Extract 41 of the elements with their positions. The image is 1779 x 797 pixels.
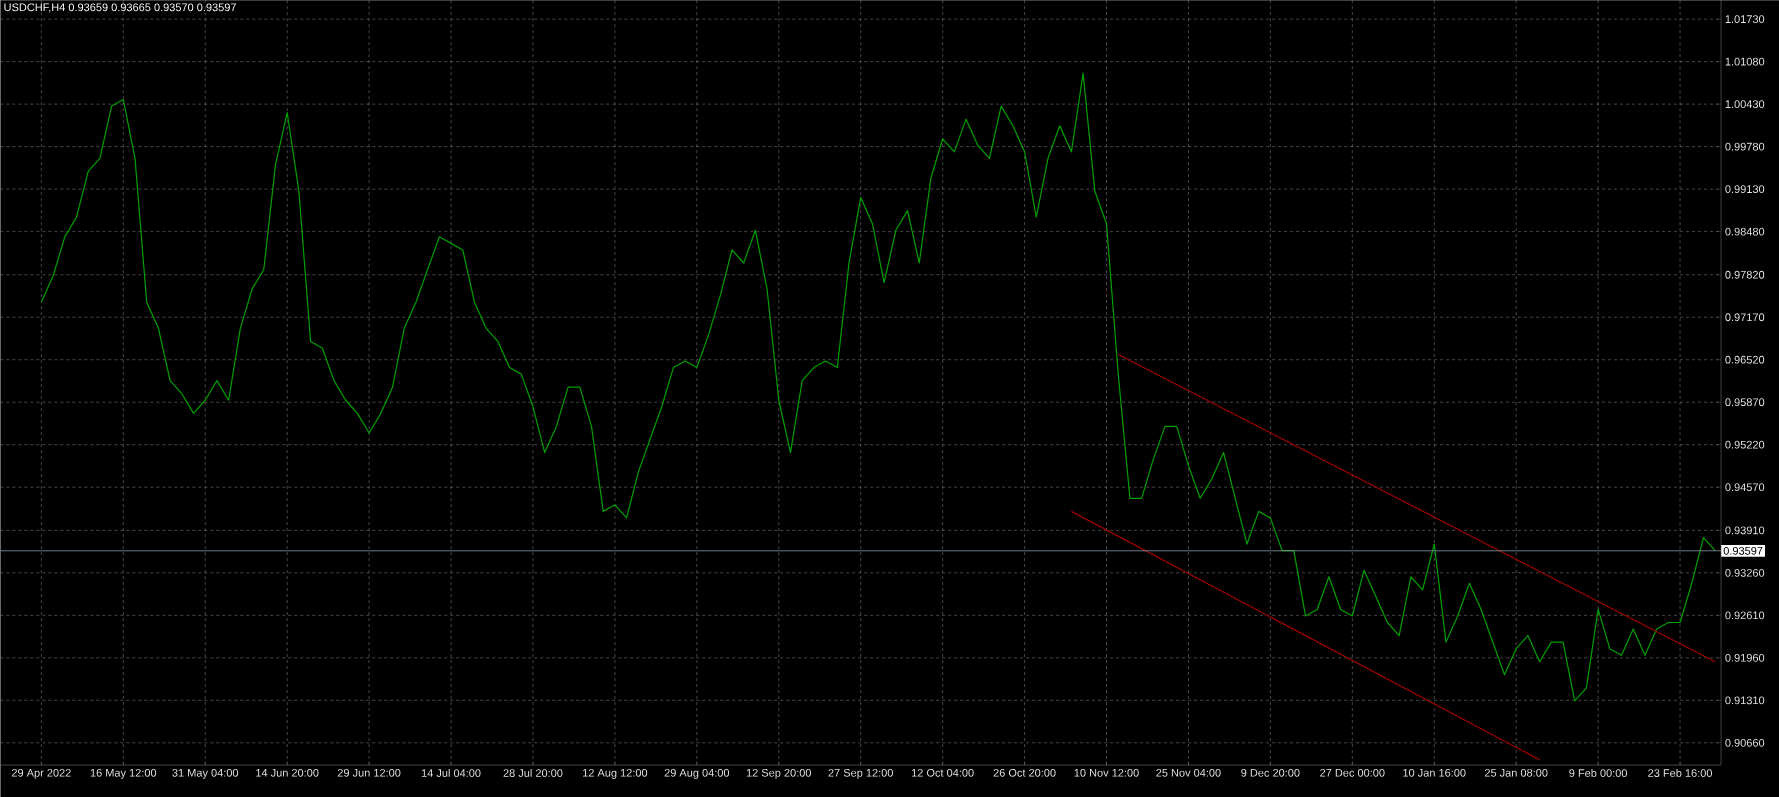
y-tick-label: 1.01080 [1725, 57, 1765, 66]
y-tick-label: 0.95220 [1725, 440, 1765, 449]
x-tick-label: 14 Jul 04:00 [421, 768, 481, 777]
y-tick-label: 1.00430 [1725, 100, 1765, 109]
y-tick-label: 1.01730 [1725, 15, 1765, 24]
y-tick-label: 0.95870 [1725, 398, 1765, 407]
chart-title: USDCHF,H4 0.93659 0.93665 0.93570 0.93597 [4, 3, 236, 13]
x-tick-label: 9 Feb 00:00 [1569, 768, 1628, 777]
y-tick-label: 0.93260 [1725, 568, 1765, 577]
x-tick-label: 28 Jul 20:00 [503, 768, 563, 777]
x-tick-label: 16 May 12:00 [90, 768, 157, 779]
x-tick-label: 10 Nov 12:00 [1074, 768, 1139, 777]
x-tick-label: 14 Jun 20:00 [256, 768, 319, 777]
y-tick-label: 0.98480 [1725, 227, 1765, 236]
y-tick-label: 0.91960 [1725, 653, 1765, 662]
x-tick-label: 23 Feb 16:00 [1648, 768, 1713, 777]
x-tick-label: 29 Aug 04:00 [664, 768, 730, 779]
y-tick-label: 0.99780 [1725, 142, 1765, 151]
x-tick-label: 27 Sep 12:00 [828, 768, 893, 779]
y-tick-label: 0.90660 [1725, 738, 1765, 747]
x-tick-label: 12 Oct 04:00 [912, 768, 974, 777]
y-tick-label: 0.94570 [1725, 483, 1765, 492]
y-tick-label: 0.96520 [1725, 355, 1765, 364]
x-tick-label: 10 Jan 16:00 [1403, 768, 1466, 777]
x-tick-label: 25 Jan 08:00 [1484, 768, 1548, 777]
x-tick-label: 25 Nov 04:00 [1156, 768, 1221, 777]
y-tick-label: 0.91310 [1725, 696, 1765, 705]
y-tick-label: 0.92610 [1725, 611, 1765, 620]
x-tick-label: 31 May 04:00 [172, 768, 239, 779]
y-tick-label: 0.93910 [1725, 526, 1765, 535]
x-tick-label: 9 Dec 20:00 [1241, 768, 1300, 777]
y-tick-label: 0.97170 [1725, 313, 1765, 322]
y-tick-label: 0.99130 [1725, 185, 1765, 194]
ref-line-label: 0.93597 [1723, 546, 1763, 555]
x-tick-label: 29 Apr 2022 [11, 768, 71, 779]
x-tick-label: 12 Aug 12:00 [583, 768, 648, 779]
x-tick-label: 29 Jun 12:00 [337, 768, 401, 777]
x-tick-label: 26 Oct 20:00 [993, 768, 1056, 777]
x-tick-label: 27 Dec 00:00 [1320, 768, 1385, 777]
x-tick-label: 12 Sep 20:00 [746, 768, 812, 779]
y-tick-label: 0.97820 [1725, 270, 1765, 279]
